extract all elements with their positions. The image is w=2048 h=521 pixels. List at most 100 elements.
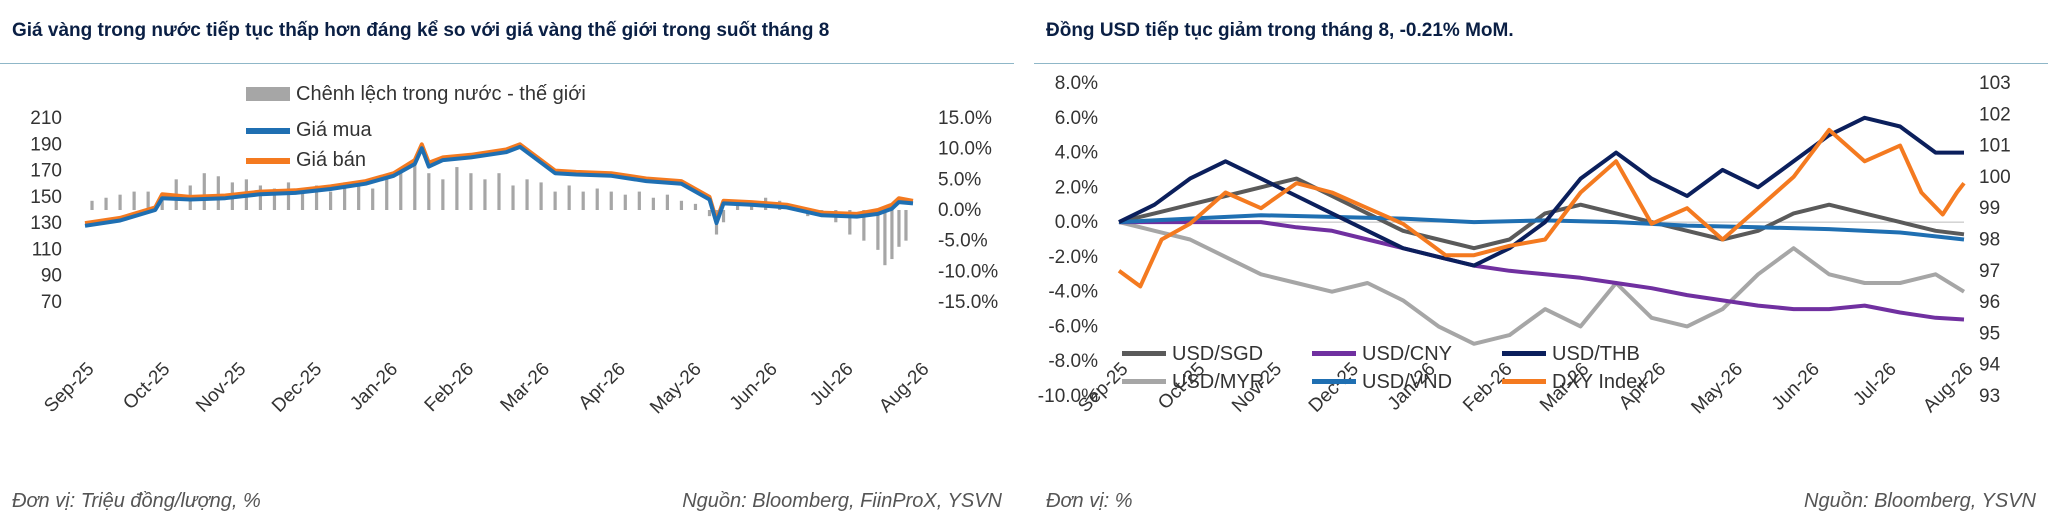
x-tick-label: Oct-25: [119, 359, 174, 414]
gia-mua-line: [84, 144, 914, 228]
legend-label-spread: Chênh lệch trong nước - thế giới: [296, 83, 586, 105]
legend-swatch-gia-mua: [246, 128, 290, 134]
spread-bar: [427, 173, 431, 210]
x-tick-label: Jul-26: [806, 359, 857, 410]
y-right-tick-label: 0.0%: [938, 200, 981, 221]
spread-bar: [146, 191, 150, 210]
spread-bar: [399, 170, 403, 210]
x-tick-label: Feb-26: [1459, 359, 1516, 416]
spread-bar: [272, 188, 277, 210]
legend-label-gia-mua: Giá mua: [296, 119, 372, 141]
usd-unit-note: Đơn vị: %: [1046, 490, 1133, 512]
y-left-tick-label: 170: [30, 161, 62, 182]
spread-bar: [104, 197, 108, 210]
x-tick-label: Dec-25: [1305, 359, 1363, 417]
spread-bar: [90, 200, 94, 210]
x-tick-label: Jan-26: [346, 359, 402, 415]
spread-bar: [525, 179, 529, 210]
gia-ban-line: [84, 142, 914, 226]
y-left-tick-label: 70: [41, 292, 62, 313]
x-tick-label: Nov-25: [192, 359, 250, 417]
spread-bar: [567, 185, 571, 210]
y-left-tick-label: 110: [32, 239, 62, 260]
legend-label: USD/MYR: [1172, 371, 1264, 393]
x-tick: Jan-26: [346, 359, 402, 415]
y-right-tick-label: 100: [1979, 167, 2011, 188]
y-right-tick-label: 96: [1979, 292, 2000, 313]
spread-bar: [707, 210, 712, 217]
legend-swatch: [1502, 351, 1546, 356]
usd-source-note: Nguồn: Bloomberg, YSVN: [1804, 490, 2036, 512]
x-tick-label: May-26: [646, 359, 706, 419]
spread-bar: [581, 191, 585, 210]
spread-bar: [118, 194, 122, 210]
spread-bar: [883, 210, 887, 266]
y-left-tick-label: 6.0%: [1055, 108, 1098, 129]
y-right-tick-label: 98: [1979, 230, 2000, 251]
x-tick: May-26: [646, 359, 706, 419]
y-left-tick-label: 190: [30, 134, 62, 155]
gold-chart-title: Giá vàng trong nước tiếp tục thấp hơn đá…: [12, 20, 830, 41]
y-left-tick-label: 130: [30, 213, 62, 234]
usd-thb-line: [1118, 115, 1964, 268]
spread-bar: [848, 210, 852, 235]
y-right-tick-label: -5.0%: [938, 231, 988, 252]
y-right-tick-label: -15.0%: [938, 292, 998, 313]
y-left-tick-label: -6.0%: [1048, 316, 1098, 337]
x-tick-label: Mar-26: [497, 359, 554, 416]
spread-bar: [679, 200, 684, 210]
x-tick-label: Jul-26: [1849, 359, 1900, 410]
usd-panel: Đồng USD tiếp tục giảm trong tháng 8, -0…: [1034, 0, 2048, 521]
spread-bar: [609, 191, 613, 210]
dxy-index-line: [1117, 127, 1966, 289]
spread-bar: [511, 185, 515, 210]
x-tick: Feb-26: [1459, 359, 1516, 416]
x-tick-label: Apr-26: [575, 359, 630, 414]
x-tick: Aug-26: [875, 359, 933, 417]
legend-label-gia-ban: Giá bán: [296, 149, 366, 171]
legend-swatch-spread: [246, 87, 290, 101]
legend-label: USD/SGD: [1172, 343, 1263, 365]
spread-bar: [665, 194, 669, 210]
spread-bar: [553, 191, 557, 210]
legend-swatch: [1312, 379, 1356, 384]
legend-swatch: [1122, 379, 1166, 384]
spread-bar: [286, 182, 291, 210]
x-tick: Apr-26: [575, 359, 630, 414]
x-tick-label: Aug-26: [875, 359, 933, 417]
spread-bar: [258, 185, 263, 210]
usd-myr-line: [1118, 220, 1966, 346]
y-right-tick-label: 5.0%: [938, 169, 981, 190]
usd-legend: USD/SGD USD/CNY USD/THB USD/MYR USD/VND DXY I…: [1122, 343, 1647, 393]
y-right-tick-label: 10.0%: [938, 139, 992, 160]
spread-bar: [385, 179, 389, 210]
spread-bar: [890, 210, 894, 260]
x-tick: May-26: [1687, 359, 1747, 419]
spread-bar: [469, 173, 473, 210]
x-tick: Jul-26: [806, 359, 857, 410]
y-left-tick-label: 0.0%: [1055, 212, 1098, 233]
spread-bar: [441, 179, 445, 210]
y-left-tick-label: 150: [30, 187, 62, 208]
x-tick: Mar-26: [497, 359, 554, 416]
legend-label: USD/CNY: [1362, 343, 1452, 365]
legend-label: USD/THB: [1552, 343, 1640, 365]
y-right-tick-label: 99: [1979, 198, 2000, 219]
title-divider: [0, 63, 1014, 64]
spread-bar: [497, 173, 501, 210]
y-left-tick-label: 210: [30, 108, 62, 129]
x-tick: Jun-26: [1768, 359, 1824, 415]
usd-vnd-line: [1118, 213, 1965, 242]
y-right-tick-label: 102: [1979, 104, 2011, 125]
x-tick: Aug-26: [1919, 359, 1977, 417]
y-left-tick-label: -4.0%: [1048, 282, 1098, 303]
spread-bar: [343, 182, 347, 210]
spread-bar: [876, 210, 880, 250]
y-right-tick-label: 103: [1979, 73, 2011, 94]
x-tick: Jul-26: [1849, 359, 1900, 410]
spread-bar: [328, 191, 333, 210]
spread-bar: [216, 176, 220, 210]
gold-unit-note: Đơn vị: Triệu đồng/lượng, %: [12, 490, 261, 512]
y-left-tick-label: -10.0%: [1038, 386, 1098, 407]
y-right-tick-label: 94: [1979, 355, 2001, 376]
